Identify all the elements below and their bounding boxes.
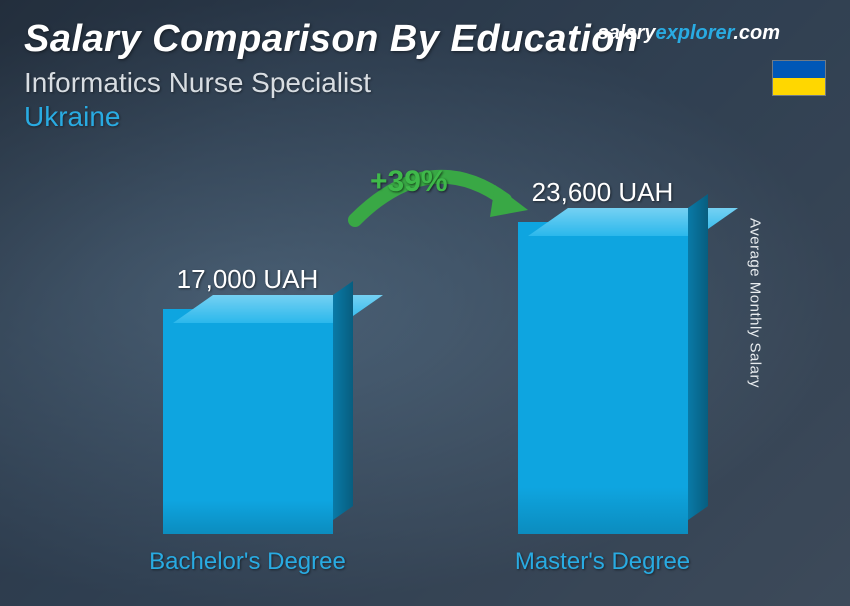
bar-value: 17,000 UAH — [177, 264, 319, 295]
increase-arrow: +39% — [340, 155, 540, 245]
brand-part1: salary — [598, 22, 656, 44]
increase-percent: +39% — [370, 165, 448, 199]
bar-value: 23,600 UAH — [532, 177, 674, 208]
flag-top-stripe — [773, 61, 825, 78]
bar-front-face — [163, 309, 333, 534]
bar-3d — [518, 222, 688, 534]
brand-part3: .com — [733, 22, 780, 44]
bar-label: Master's Degree — [515, 548, 690, 576]
bar-label: Bachelor's Degree — [149, 548, 346, 576]
job-subtitle: Informatics Nurse Specialist — [24, 67, 826, 99]
infographic-container: Salary Comparison By Education Informati… — [0, 0, 850, 606]
country-flag-icon — [772, 60, 826, 96]
country-name: Ukraine — [24, 101, 826, 133]
bar-front-face — [518, 222, 688, 534]
flag-bottom-stripe — [773, 78, 825, 95]
brand-logo: salaryexplorer.com — [598, 22, 780, 45]
bar-group-bachelor: 17,000 UAH Bachelor's Degree — [118, 264, 378, 576]
bar-side-face — [333, 281, 353, 520]
brand-part2: explorer — [655, 22, 733, 44]
bar-side-face — [688, 194, 708, 520]
bar-3d — [163, 309, 333, 534]
